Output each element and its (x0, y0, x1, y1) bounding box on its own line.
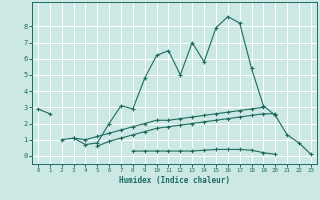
X-axis label: Humidex (Indice chaleur): Humidex (Indice chaleur) (119, 176, 230, 185)
